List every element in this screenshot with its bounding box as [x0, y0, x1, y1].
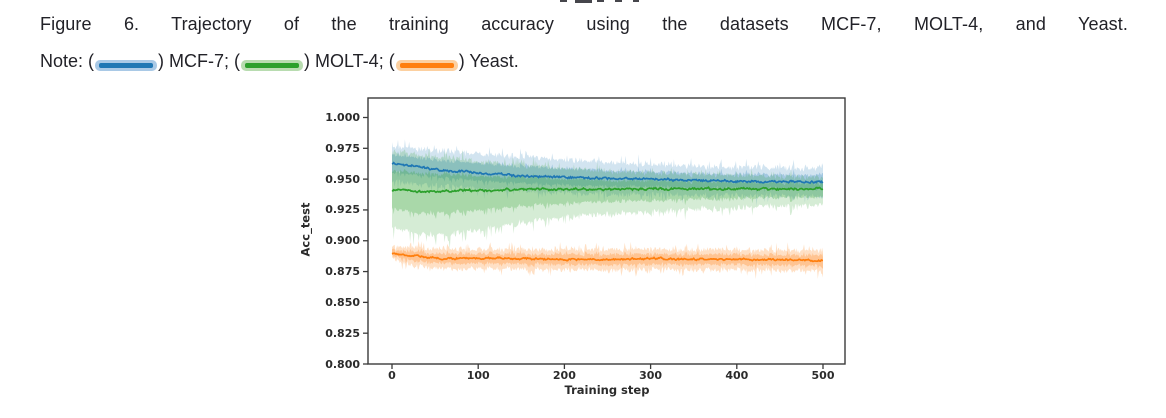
cropped-text-artifact: [575, 0, 592, 3]
y-tick-label: 0.950: [325, 172, 360, 186]
legend-swatch-molt4-bar: [245, 63, 300, 68]
y-tick-label: 1.000: [325, 111, 360, 124]
y-tick-label: 0.800: [325, 357, 360, 371]
x-tick-label: 500: [811, 369, 835, 382]
note-prefix: Note: (: [40, 51, 95, 71]
x-axis-label: Training step: [564, 383, 650, 397]
y-tick-label: 0.925: [325, 203, 360, 217]
legend-swatch-yeast-bar: [399, 63, 454, 68]
x-tick-label: 100: [466, 369, 490, 382]
cropped-text-artifact: [633, 0, 639, 2]
y-axis-label: Acc_test: [298, 202, 313, 257]
x-tick-label: 300: [639, 369, 663, 382]
y-tick-label: 0.975: [325, 141, 360, 155]
legend-swatch-molt4: [241, 60, 304, 71]
figure-note: Note: ( ) MCF-7; ( ) MOLT-4; ( ) Yeast.: [40, 48, 1128, 75]
figure-caption-text: Figure 6. Trajectory of the training acc…: [40, 14, 1128, 34]
x-tick-label: 200: [552, 369, 576, 382]
cropped-text-artifact: [615, 0, 622, 2]
cropped-text-artifact: [560, 0, 567, 2]
legend-swatch-mcf7: [95, 60, 158, 71]
cropped-text-artifact: [597, 0, 604, 2]
y-tick-label: 0.900: [325, 234, 360, 248]
x-tick-label: 400: [725, 369, 749, 382]
note-seg-molt4: ) MOLT-4; (: [304, 51, 395, 71]
x-tick-label: 0: [388, 369, 396, 382]
y-tick-label: 0.850: [325, 295, 360, 309]
note-seg-yeast: ) Yeast.: [458, 51, 519, 71]
legend-swatch-mcf7-bar: [99, 63, 154, 68]
y-tick-label: 0.825: [325, 326, 360, 340]
y-tick-label: 0.875: [325, 265, 360, 279]
figure-caption: Figure 6. Trajectory of the training acc…: [40, 0, 1128, 75]
legend-swatch-yeast: [395, 60, 458, 71]
note-seg-mcf7: ) MCF-7; (: [158, 51, 241, 71]
